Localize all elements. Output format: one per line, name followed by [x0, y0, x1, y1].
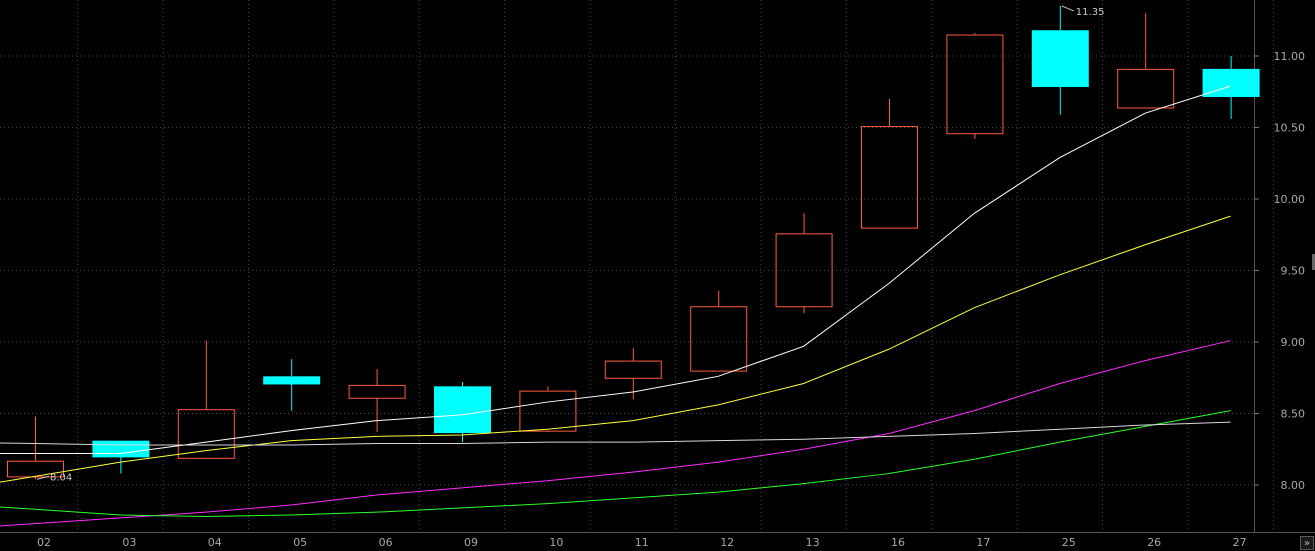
candle-body-up: [1117, 68, 1175, 109]
x-tick-label: 26: [1147, 536, 1161, 549]
scroll-right-button[interactable]: »: [1300, 536, 1314, 550]
y-tick-label: 10.50: [1274, 122, 1306, 135]
candle: [604, 347, 662, 400]
y-tick-label: 11.00: [1274, 50, 1306, 63]
high-label-pointer: [1061, 5, 1074, 12]
moving-average-line: [0, 85, 1231, 455]
candle: [946, 33, 1004, 139]
candle-body-down: [263, 376, 321, 385]
moving-average-line: [0, 421, 1231, 446]
x-tick-label: 27: [1233, 536, 1247, 549]
candle-body-up: [690, 306, 748, 372]
candle-body-up: [775, 233, 833, 308]
candle: [92, 440, 150, 474]
annotations: 11.35 8.04: [36, 5, 1105, 483]
x-tick-label: 02: [37, 536, 51, 549]
x-tick-label: 06: [379, 536, 393, 549]
x-tick-label: 10: [549, 536, 563, 549]
candle-body-down: [1202, 68, 1260, 98]
x-tick-label: 04: [208, 536, 222, 549]
candle: [7, 416, 64, 480]
x-tick-label: 05: [293, 536, 307, 549]
candle: [1031, 5, 1089, 115]
candle-body-up: [604, 360, 662, 379]
y-axis: 8.00 8.50 9.00 9.50 10.00 10.50 11.00: [1254, 50, 1305, 492]
candle-body-up: [946, 34, 1004, 135]
y-tick-label: 9.00: [1281, 336, 1306, 349]
x-tick-label: 13: [806, 536, 820, 549]
candle-body-up: [348, 384, 406, 399]
candle: [434, 382, 491, 443]
candle: [519, 386, 577, 433]
candles: [7, 5, 1260, 480]
candle-body-down: [1031, 30, 1089, 88]
candle: [263, 359, 321, 411]
x-tick-label: 25: [1062, 536, 1076, 549]
high-price-label: 11.35: [1076, 7, 1105, 18]
x-tick-label: 09: [464, 536, 478, 549]
x-tick-label: 16: [891, 536, 905, 549]
x-tick-label: 03: [122, 536, 136, 549]
x-axis: 02 03 04 05 06 09 10 11 12 13 16 17 25 26 27: [37, 536, 1247, 549]
candle-body-up: [177, 409, 235, 459]
side-collapse-tab[interactable]: [1312, 254, 1315, 270]
candle: [690, 290, 748, 372]
y-tick-label: 8.50: [1281, 408, 1306, 421]
x-tick-label: 12: [720, 536, 734, 549]
moving-average-line: [0, 340, 1231, 527]
y-tick-label: 8.00: [1281, 479, 1306, 492]
candle-body-up: [861, 126, 918, 229]
candle-body-down: [92, 440, 150, 458]
candle: [775, 213, 833, 314]
moving-average-line: [0, 410, 1231, 517]
x-tick-label: 11: [635, 536, 649, 549]
candle: [348, 369, 406, 433]
candle: [1202, 56, 1260, 119]
candle: [177, 340, 235, 459]
candle-body-up: [519, 390, 577, 432]
candle: [861, 98, 918, 229]
low-price-label: 8.04: [50, 472, 72, 483]
x-tick-label: 17: [976, 536, 990, 549]
candle: [1117, 13, 1175, 109]
y-tick-label: 9.50: [1281, 265, 1306, 278]
moving-average-lines: [0, 85, 1231, 527]
candle-body-up: [7, 460, 64, 478]
moving-average-line: [0, 215, 1231, 483]
candle-body-down: [434, 386, 491, 434]
low-label-pointer: [36, 475, 50, 480]
y-tick-label: 10.00: [1274, 193, 1306, 206]
